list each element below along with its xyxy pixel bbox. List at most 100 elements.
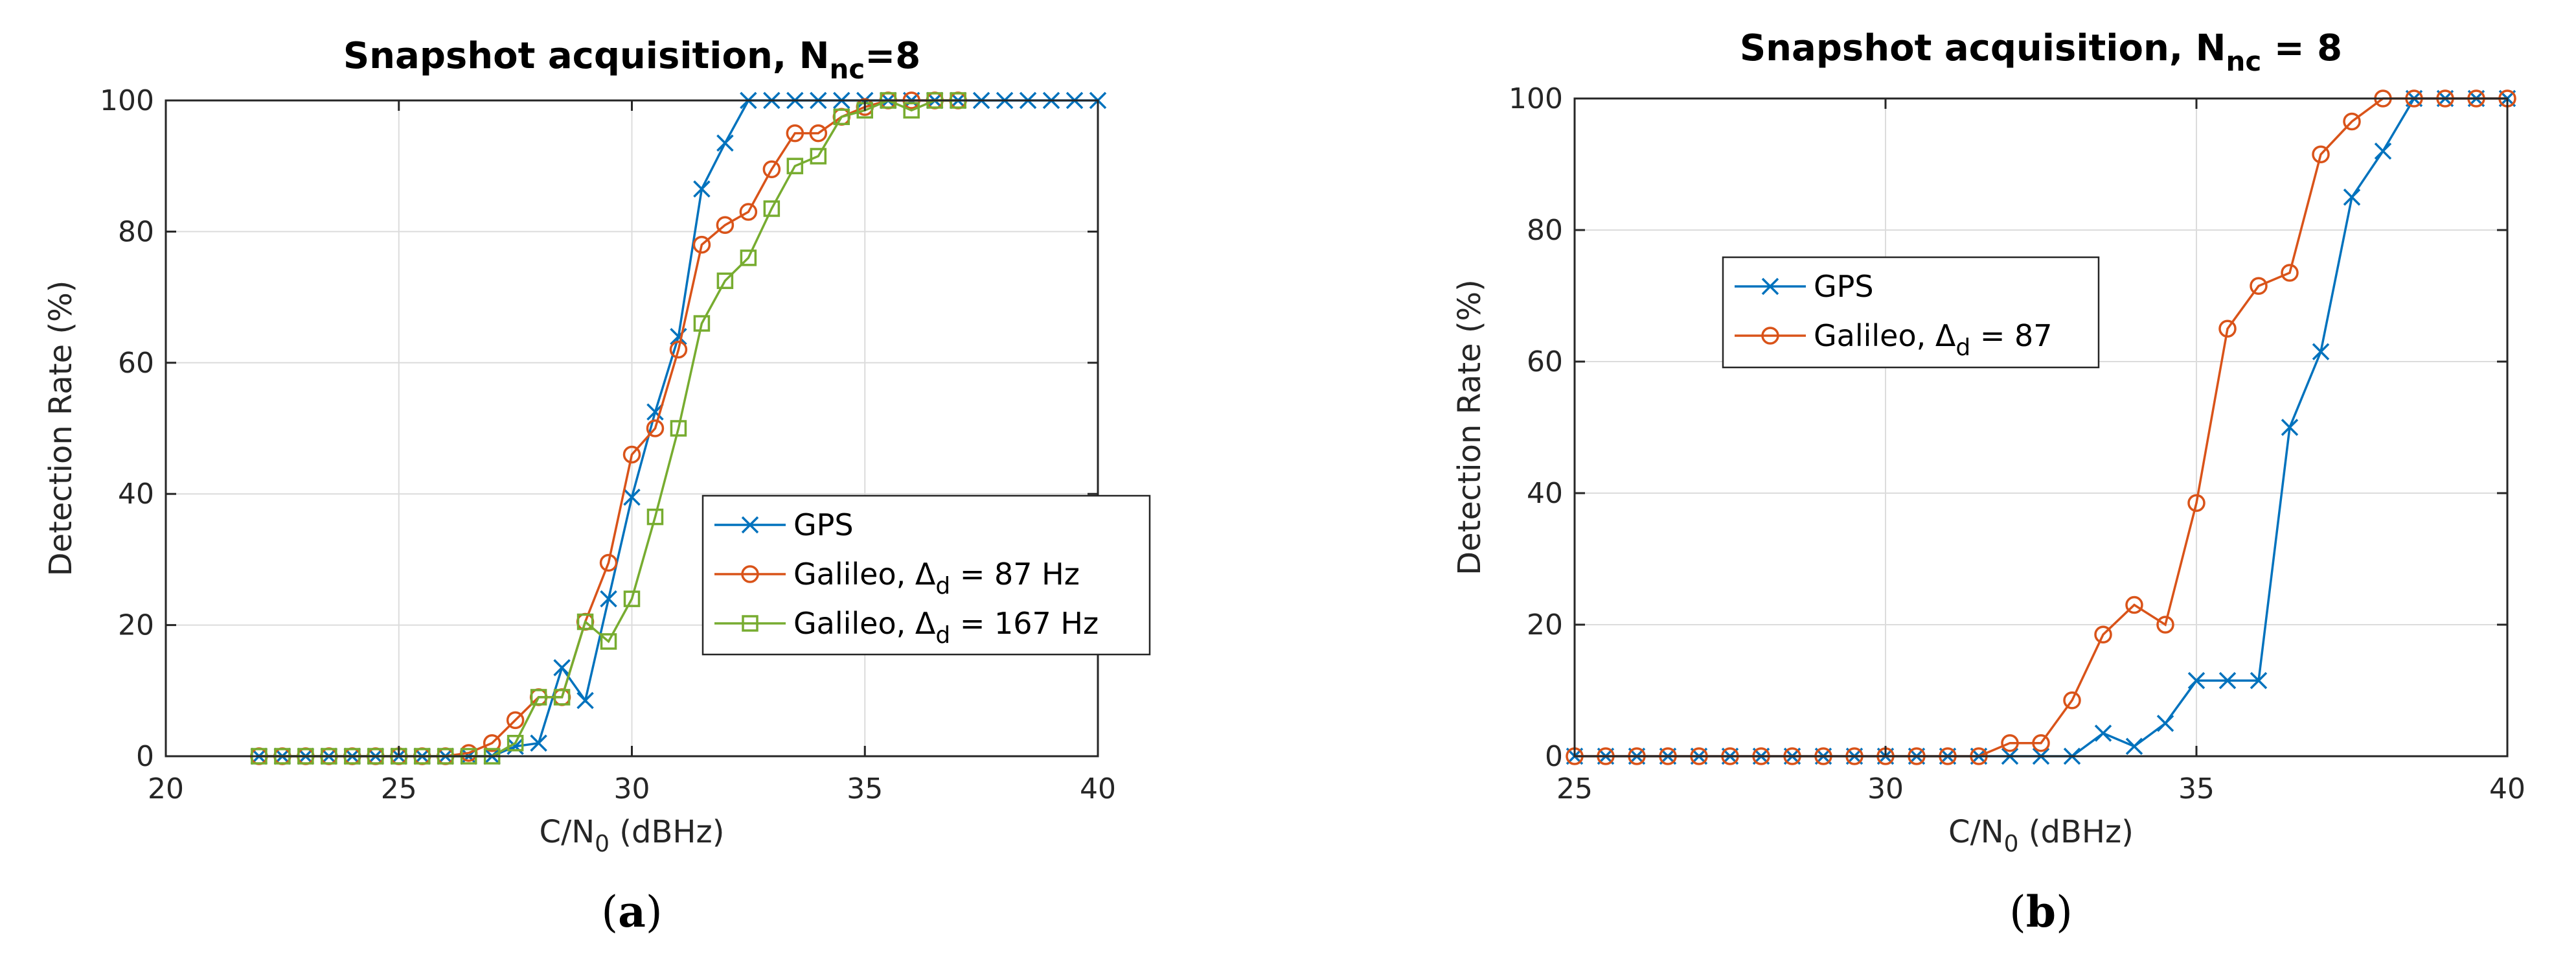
data-point bbox=[740, 249, 757, 266]
data-point bbox=[786, 124, 804, 143]
data-point bbox=[833, 108, 850, 126]
x-axis-label-text: C/N bbox=[1948, 814, 2004, 850]
caption-letter: b bbox=[2026, 886, 2056, 937]
x-tick-label: 35 bbox=[847, 772, 883, 805]
data-point bbox=[2312, 343, 2330, 361]
legend-entry-name: Galileo, Δ bbox=[793, 557, 936, 592]
data-point bbox=[716, 134, 734, 152]
legend-entry-subscript: d bbox=[935, 573, 950, 599]
y-tick-label: 40 bbox=[118, 478, 154, 511]
chart-title-subscript: nc bbox=[2226, 45, 2261, 77]
chart-title: Snapshot acquisition, Nnc = 8 bbox=[1740, 27, 2342, 77]
data-point bbox=[2001, 734, 2019, 752]
data-point bbox=[786, 157, 804, 174]
panel-caption: (a) bbox=[601, 886, 662, 937]
x-axis-label-subscript: 0 bbox=[2004, 831, 2019, 857]
data-point bbox=[763, 200, 781, 217]
data-point bbox=[2281, 419, 2299, 436]
data-point bbox=[2094, 724, 2112, 742]
data-point bbox=[576, 613, 594, 631]
data-point bbox=[507, 735, 524, 752]
data-point bbox=[716, 216, 735, 235]
x-axis-label: C/N0 (dBHz) bbox=[1948, 814, 2134, 857]
axes-box bbox=[1573, 97, 2509, 758]
y-tick-label: 80 bbox=[118, 215, 154, 248]
legend-swatch-marker bbox=[1761, 327, 1779, 345]
caption-letter: a bbox=[618, 886, 646, 937]
y-axis-label: Detection Rate (%) bbox=[1452, 279, 1488, 575]
data-point bbox=[2250, 277, 2268, 295]
x-axis-label: C/N0 (dBHz) bbox=[540, 814, 725, 857]
legend-entry-tail: = 87 Hz bbox=[950, 557, 1080, 592]
legend-entry-name: Galileo, Δ bbox=[1814, 318, 1956, 353]
legend: GPS Galileo, Δd = 87 bbox=[1722, 256, 2100, 369]
data-point bbox=[2343, 112, 2361, 131]
data-point bbox=[2156, 616, 2174, 634]
y-tick-label: 60 bbox=[118, 347, 154, 380]
caption-close: ) bbox=[646, 887, 663, 937]
data-point bbox=[2032, 734, 2050, 752]
data-point bbox=[810, 148, 827, 165]
data-point bbox=[2063, 691, 2081, 710]
data-point bbox=[553, 689, 571, 706]
legend-swatch-marker bbox=[742, 615, 758, 632]
x-tick-label: 40 bbox=[2489, 772, 2525, 805]
data-point bbox=[2187, 494, 2206, 512]
data-point bbox=[2125, 596, 2143, 614]
data-point bbox=[2218, 319, 2237, 338]
data-point bbox=[2125, 737, 2143, 756]
legend-entry-subscript: d bbox=[1955, 334, 1970, 361]
caption-open: ( bbox=[2009, 887, 2026, 937]
data-point bbox=[670, 420, 687, 437]
legend-box bbox=[1722, 256, 2100, 369]
legend-entry-name: GPS bbox=[1814, 269, 1874, 304]
legend-entry-name: GPS bbox=[793, 507, 854, 542]
legend-entry-subscript: d bbox=[935, 622, 950, 649]
chart-title-text: Snapshot acquisition, N bbox=[1740, 27, 2226, 69]
x-axis-label-text: C/N bbox=[540, 814, 595, 850]
legend-entry-label: GPS bbox=[793, 507, 854, 542]
data-point bbox=[553, 659, 571, 677]
data-point bbox=[622, 445, 641, 464]
data-point bbox=[903, 102, 920, 119]
data-point bbox=[623, 590, 641, 607]
data-point bbox=[669, 340, 688, 359]
chart-title: Snapshot acquisition, Nnc=8 bbox=[343, 35, 920, 85]
data-point bbox=[2312, 145, 2330, 164]
y-tick-label: 0 bbox=[136, 740, 154, 773]
data-point bbox=[2250, 672, 2268, 689]
data-point bbox=[2374, 142, 2392, 160]
legend-entry-label: Galileo, Δd = 167 Hz bbox=[793, 606, 1099, 649]
x-axis-label-tail: (dBHz) bbox=[2019, 814, 2134, 850]
data-point bbox=[623, 489, 641, 506]
panel-caption: (b) bbox=[2009, 886, 2073, 937]
y-tick-label: 100 bbox=[1509, 82, 1563, 115]
data-point bbox=[693, 315, 711, 332]
data-point bbox=[576, 691, 594, 710]
legend-swatch-marker bbox=[741, 565, 759, 583]
data-point bbox=[809, 124, 828, 143]
chart-title-tail: =8 bbox=[865, 35, 920, 77]
x-tick-label: 30 bbox=[1867, 772, 1904, 805]
data-point bbox=[483, 734, 501, 752]
x-tick-label: 40 bbox=[1080, 772, 1116, 805]
y-tick-label: 60 bbox=[1527, 345, 1563, 378]
x-axis-label-subscript: 0 bbox=[595, 831, 610, 857]
data-point bbox=[693, 180, 711, 198]
caption-close: ) bbox=[2056, 887, 2073, 937]
legend-swatch-marker bbox=[1761, 277, 1779, 295]
data-point bbox=[646, 508, 664, 526]
data-point bbox=[2218, 672, 2237, 689]
y-tick-label: 20 bbox=[1527, 608, 1563, 642]
data-point bbox=[599, 553, 618, 572]
chart-title-text: Snapshot acquisition, N bbox=[343, 35, 830, 77]
caption-open: ( bbox=[601, 887, 618, 937]
x-tick-label: 25 bbox=[1556, 772, 1593, 805]
chart-b: 25 30 35 40 0 20 40 60 80 100 Snapshot acquisition… bbox=[1452, 27, 2525, 937]
legend-entry-tail: = 167 Hz bbox=[950, 606, 1099, 641]
legend-entry-label: GPS bbox=[1814, 269, 1874, 304]
legend-entry-name: Galileo, Δ bbox=[793, 606, 936, 641]
data-point bbox=[2187, 672, 2206, 689]
